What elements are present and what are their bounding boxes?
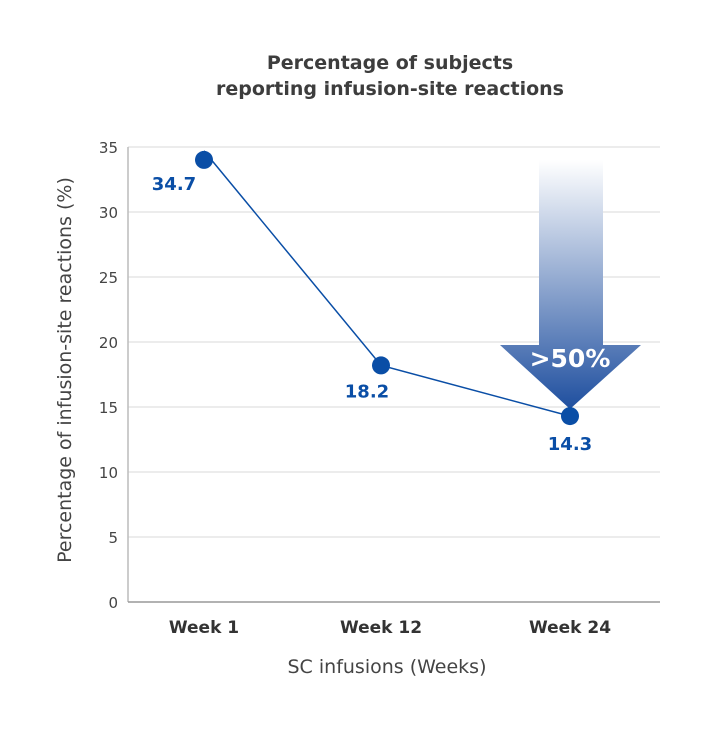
data-point <box>372 356 390 375</box>
chart-title-line-1: Percentage of subjects <box>266 52 514 74</box>
y-tick-label: 35 <box>99 139 118 157</box>
y-tick-label: 15 <box>99 399 118 417</box>
x-tick-label: Week 12 <box>340 618 422 638</box>
y-tick-label: 30 <box>99 204 118 222</box>
data-label: 14.3 <box>548 434 592 455</box>
x-tick-label: Week 24 <box>529 618 611 638</box>
data-point <box>195 150 213 169</box>
decrease-arrow <box>500 160 641 409</box>
x-axis-title: SC infusions (Weeks) <box>288 656 487 678</box>
arrow-annotation: >50% <box>530 344 611 373</box>
y-tick-label: 0 <box>108 594 118 612</box>
y-tick-label: 25 <box>99 269 118 287</box>
y-tick-label: 20 <box>99 334 118 352</box>
data-label: 18.2 <box>345 381 389 402</box>
y-tick-label: 10 <box>99 464 118 482</box>
chart-title-line-2: reporting infusion-site reactions <box>216 78 564 100</box>
y-tick-label: 5 <box>108 529 118 547</box>
series-line <box>203 150 571 417</box>
y-axis-title: Percentage of infusion-site reactions (%… <box>54 177 76 563</box>
x-tick-label: Week 1 <box>169 618 239 638</box>
data-label: 34.7 <box>152 174 196 195</box>
data-point <box>561 407 579 426</box>
